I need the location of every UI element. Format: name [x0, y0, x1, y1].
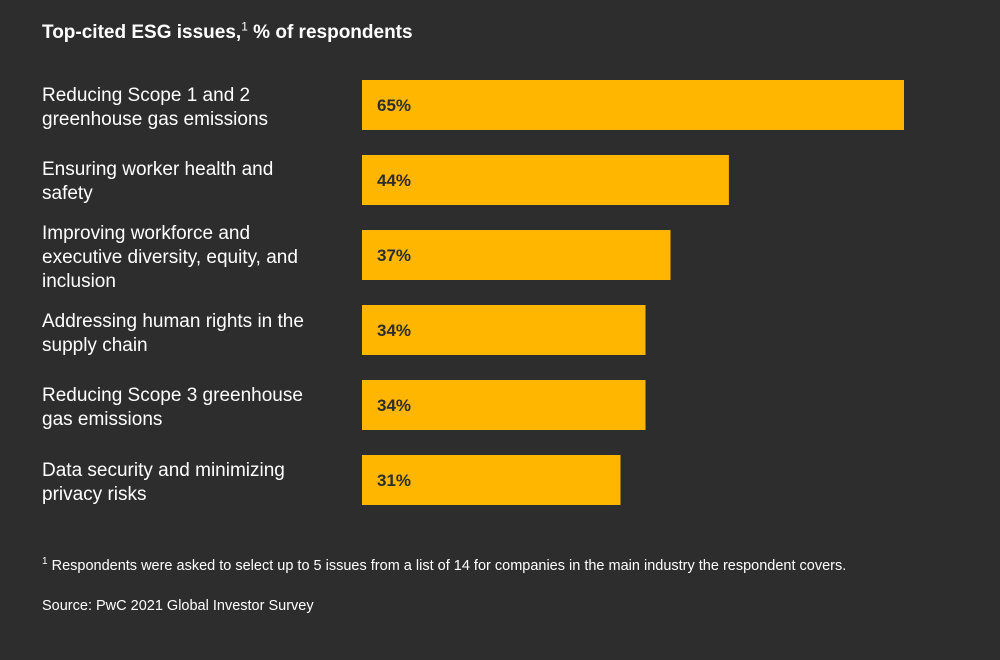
category-label-6: Data security and minimizing privacy risk… — [42, 460, 285, 505]
bar-2 — [362, 155, 729, 205]
bar-value-label-4: 34% — [377, 321, 411, 340]
bar-value-label-5: 34% — [377, 396, 411, 415]
chart-title-text: Top-cited ESG issues, — [42, 22, 242, 43]
category-label-2: Ensuring worker health and safety — [42, 159, 274, 204]
bar-value-label-1: 65% — [377, 96, 411, 115]
bar-6 — [362, 455, 621, 505]
bar-1 — [362, 80, 904, 130]
category-label-4: Addressing human rights in the supply cha… — [42, 311, 304, 356]
category-label-1: Reducing Scope 1 and 2 greenhouse gas emi… — [42, 85, 269, 130]
category-label-3: Improving workforce and executive diversi… — [42, 223, 298, 292]
bar-4 — [362, 305, 646, 355]
category-label-5: Reducing Scope 3 greenhouse gas emissions — [42, 385, 303, 430]
footnote: 1 Respondents were asked to select up to… — [42, 556, 847, 574]
chart-title-suffix: % of respondents — [253, 22, 413, 43]
bar-value-label-6: 31% — [377, 471, 411, 490]
footnote-text: Respondents were asked to select up to 5… — [51, 558, 847, 574]
bar-value-label-3: 37% — [377, 246, 411, 265]
bar-5 — [362, 380, 646, 430]
source-note: Source: PwC 2021 Global Investor Survey — [42, 598, 314, 614]
chart-title: Top-cited ESG issues,1 % of respondents — [42, 19, 413, 44]
footnote-marker: 1 — [42, 556, 48, 568]
bar-3 — [362, 230, 671, 280]
bar-value-label-2: 44% — [377, 171, 411, 190]
chart-title-superscript: 1 — [241, 19, 248, 34]
